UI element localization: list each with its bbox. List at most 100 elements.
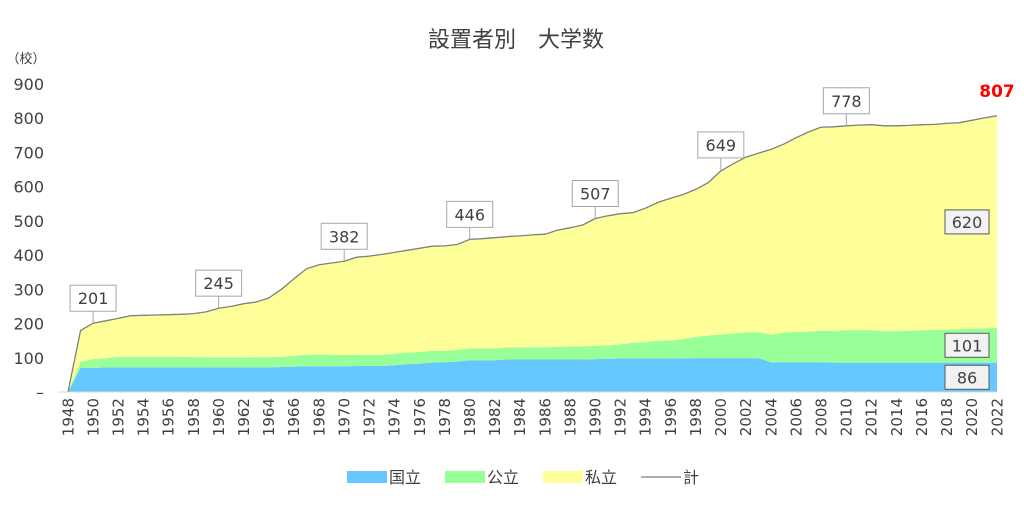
x-tick-label: 2002 (737, 398, 755, 436)
x-tick-label: 1992 (612, 398, 630, 436)
total-callouts: 201 245 382 446 507 649 778 807 (69, 82, 1015, 324)
y-tick-label: 700 (13, 143, 44, 162)
legend-item: 公立 (445, 468, 519, 487)
x-tick-label: 1962 (235, 398, 253, 436)
x-tick-label: 2006 (787, 398, 805, 436)
callout-box (446, 200, 494, 228)
x-tick-label: 1950 (84, 398, 102, 436)
x-tick-label: 2020 (963, 398, 981, 436)
total-callout: 649 (697, 131, 745, 170)
total-callout: 201 (69, 284, 117, 324)
total-callout: 807 (979, 82, 1015, 102)
x-tick-label: 1960 (210, 398, 228, 436)
total-callout: 245 (195, 269, 243, 309)
callout-box (320, 222, 368, 250)
x-axis: 1948 1950 1952 1954 1956 1958 1960 1962 1964 1966… (58, 391, 1006, 436)
y-tick-label: 900 (13, 75, 44, 94)
x-tick-label: 1952 (109, 398, 127, 436)
x-tick-label: 2010 (838, 398, 856, 436)
area-国立 (68, 358, 997, 392)
y-tick-label: 300 (13, 280, 44, 299)
y-tick-label: 600 (13, 178, 44, 197)
callout-box (571, 179, 619, 207)
end-label-box (944, 364, 990, 390)
x-tick-label: 1956 (160, 398, 178, 436)
legend-label: 国立 (389, 468, 421, 487)
x-tick-label: 1980 (461, 398, 479, 436)
callout-label: 507 (580, 184, 611, 203)
x-tick-label: 2018 (938, 398, 956, 436)
callout-box (822, 87, 870, 115)
callout-label: 778 (831, 92, 862, 111)
end-label-box (944, 332, 990, 358)
legend-swatch (347, 471, 387, 483)
x-tick-label: 2022 (988, 398, 1006, 436)
total-callout: 446 (446, 200, 494, 240)
total-line-layer (67, 115, 998, 393)
x-tick-label: 1948 (59, 398, 77, 436)
x-tick-label: 1982 (486, 398, 504, 436)
callout-box (697, 131, 745, 159)
y-tick-label: 500 (13, 212, 44, 231)
y-tick-label: 200 (13, 315, 44, 334)
x-tick-label: 2008 (812, 398, 830, 436)
end-label-text: 86 (957, 368, 977, 387)
end-label-box (944, 209, 990, 235)
area-私立 (68, 115, 997, 393)
x-tick-label: 1968 (310, 398, 328, 436)
x-tick-label: 1994 (637, 398, 655, 436)
area-公立 (68, 328, 997, 392)
callout-label: 382 (329, 227, 360, 246)
x-tick-label: 1978 (436, 398, 454, 436)
x-tick-label: 2016 (913, 398, 931, 436)
end-label-text: 101 (952, 336, 983, 355)
total-callout: 382 (320, 222, 368, 262)
series-end-label: 101 (944, 332, 990, 358)
chart-title: 設置者別 大学数 (428, 28, 604, 53)
legend-label: 私立 (585, 468, 617, 487)
x-tick-label: 1996 (662, 398, 680, 436)
series-end-labels: 620 101 86 (944, 209, 990, 390)
series-end-label: 620 (944, 209, 990, 235)
x-tick-label: 1970 (335, 398, 353, 436)
legend-item: 国立 (347, 468, 421, 487)
y-axis-ticks: – 100 200 300 400 500 600 700 800 900 (13, 75, 44, 402)
x-tick-label: 1958 (185, 398, 203, 436)
total-callout: 778 (822, 87, 870, 126)
series-end-label: 86 (944, 364, 990, 390)
y-tick-label: 400 (13, 246, 44, 265)
x-tick-label: 2014 (888, 398, 906, 436)
y-tick-label: 100 (13, 349, 44, 368)
x-tick-label: 1964 (260, 398, 278, 436)
x-tick-label: 1998 (687, 398, 705, 436)
x-tick-label: 2000 (712, 398, 730, 436)
legend-item: 私立 (543, 468, 617, 487)
x-tick-label: 1966 (285, 398, 303, 436)
total-line (67, 115, 998, 393)
legend-swatch (543, 471, 583, 483)
x-tick-label: 2012 (863, 398, 881, 436)
callout-box (195, 269, 243, 297)
x-tick-label: 1988 (561, 398, 579, 436)
area-series (68, 115, 997, 393)
legend-item: 計 (641, 468, 699, 487)
callout-label: 245 (203, 274, 234, 293)
y-tick-label: 800 (13, 109, 44, 128)
x-tick-label: 1976 (411, 398, 429, 436)
y-axis-unit-label: （校） (6, 51, 45, 67)
x-tick-label: 1972 (361, 398, 379, 436)
legend: 国立 公立 私立 計 (347, 468, 699, 487)
x-tick-label: 1984 (511, 398, 529, 436)
callout-label: 807 (979, 82, 1015, 102)
callout-box (69, 284, 117, 312)
legend-label: 公立 (487, 468, 519, 487)
x-tick-label: 2004 (762, 398, 780, 436)
x-tick-label: 1954 (135, 398, 153, 436)
y-tick-label: – (36, 383, 44, 402)
callout-label: 201 (78, 289, 109, 308)
callout-label: 649 (706, 136, 737, 155)
x-tick-label: 1986 (536, 398, 554, 436)
end-label-text: 620 (952, 213, 983, 232)
total-callout: 507 (571, 179, 619, 219)
